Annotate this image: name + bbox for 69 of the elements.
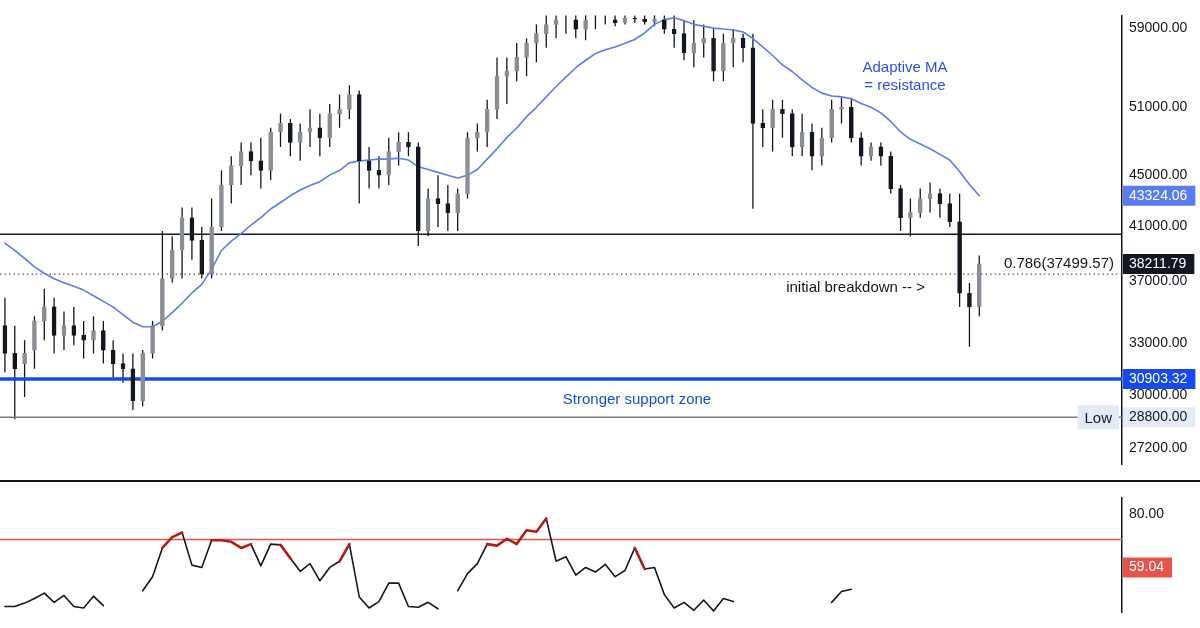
candlestick (770, 99, 775, 153)
candlestick (150, 320, 155, 360)
y-tick-label: 51000.00 (1129, 98, 1188, 115)
candlestick (228, 155, 234, 205)
candlestick (760, 108, 766, 148)
candlestick (386, 137, 392, 186)
candlestick (445, 184, 451, 232)
candlestick (721, 33, 726, 82)
candlestick (858, 131, 864, 167)
y-tick-label: 59.04 (1129, 558, 1165, 575)
y-tick-label: 27200.00 (1129, 439, 1188, 456)
candlestick (41, 288, 47, 341)
candlestick (465, 131, 470, 200)
candlestick (258, 137, 264, 190)
candlestick (898, 184, 903, 232)
y-tick-label: 28800.00 (1129, 408, 1188, 425)
y-tick-label: 41000.00 (1129, 216, 1188, 233)
candlestick (573, 14, 579, 39)
candlestick (32, 315, 37, 370)
annotation: Adaptive MA = resistance (862, 58, 948, 94)
candlestick (307, 108, 313, 148)
y-tick-label: 59000.00 (1129, 18, 1188, 35)
candlestick (514, 42, 520, 82)
candlestick (711, 28, 716, 82)
y-tick-label: 33000.00 (1129, 334, 1188, 351)
candlestick (583, 14, 588, 41)
candlestick (947, 192, 953, 228)
ref-line-label: Low (1084, 408, 1113, 426)
candlestick (278, 112, 283, 148)
candlestick (297, 122, 303, 162)
candlestick (484, 99, 490, 148)
candlestick (543, 14, 549, 49)
y-tick-label: 30000.00 (1129, 386, 1188, 403)
candlestick (81, 320, 86, 360)
y-tick-label: 30903.32 (1129, 369, 1188, 386)
candlestick (475, 122, 480, 153)
candlestick (917, 187, 923, 219)
y-tick-label: 37000.00 (1129, 272, 1188, 289)
ref-line-label: 0.786(37499.57) (1003, 253, 1114, 271)
candlestick (455, 187, 460, 232)
annotation: Stronger support zone (562, 390, 712, 408)
y-tick-label: 43324.06 (1129, 186, 1188, 203)
candlestick (534, 23, 539, 63)
candlestick (819, 127, 825, 167)
candlestick (839, 97, 844, 125)
candlestick (288, 118, 293, 157)
y-tick-label: 80.00 (1129, 504, 1165, 521)
candlestick (524, 37, 529, 77)
candlestick (22, 339, 27, 398)
candlestick (662, 14, 667, 35)
candlestick (780, 99, 785, 139)
candlestick (219, 169, 224, 232)
candlestick (91, 315, 96, 355)
candlestick (701, 23, 707, 59)
y-tick-label: 38211.79 (1129, 254, 1187, 271)
candlestick (327, 103, 333, 148)
candlestick (12, 325, 18, 420)
candlestick (101, 320, 106, 365)
candlestick (337, 93, 342, 129)
candlestick (967, 282, 972, 348)
candlestick (71, 306, 77, 346)
y-tick-label: 45000.00 (1129, 166, 1188, 183)
candlestick (406, 131, 411, 157)
annotation: initial breakdown -- > (786, 278, 926, 296)
candlestick (730, 28, 736, 68)
candlestick (347, 84, 352, 120)
candlestick (671, 14, 677, 49)
candlestick (110, 339, 116, 379)
candlestick (396, 131, 401, 167)
